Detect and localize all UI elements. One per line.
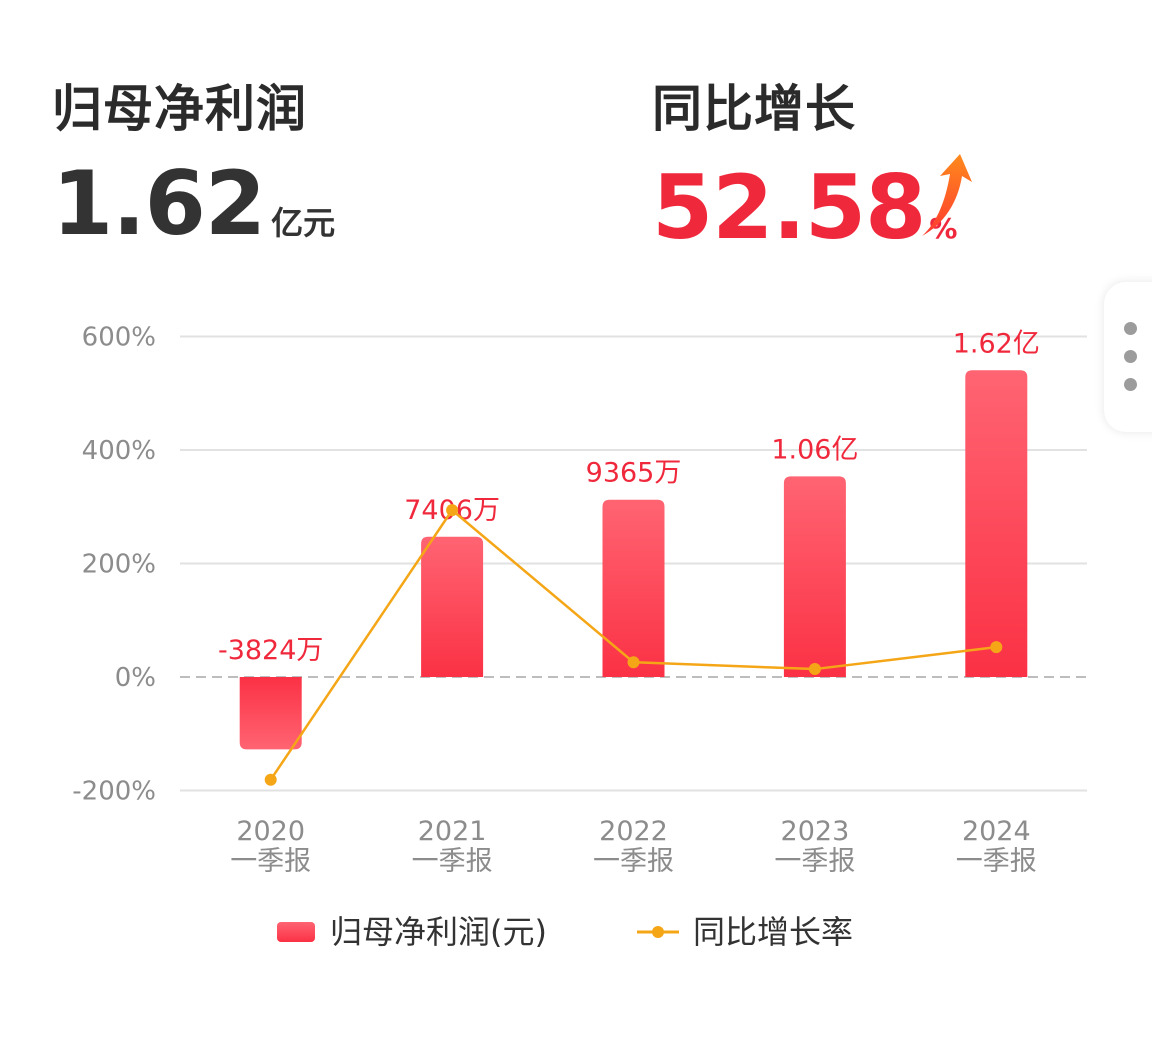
profit-title: 归母净利润 [52, 80, 307, 138]
more-options-handle[interactable] [1104, 282, 1152, 432]
growth-point [808, 663, 821, 676]
growth-summary: 同比增长 52.58% [652, 80, 972, 252]
bar-value-label: -3824万 [218, 635, 323, 666]
x-tick-label: 一季报 [774, 846, 855, 877]
bar-value-label: 1.06亿 [771, 434, 858, 465]
growth-point [627, 656, 640, 669]
dot-icon [1124, 378, 1137, 391]
bar-value-label: 1.62亿 [953, 328, 1040, 359]
x-tick-label: 一季报 [593, 846, 674, 877]
x-tick-label: 一季报 [412, 846, 493, 877]
legend-line-swatch [652, 926, 664, 938]
x-tick-label: 2020 [236, 816, 305, 847]
bar [965, 370, 1028, 677]
x-tick-label: 一季报 [956, 846, 1037, 877]
legend-entry: 归母净利润(元) [330, 913, 547, 951]
trend-up-arrow-icon [922, 154, 972, 236]
y-tick-label: 0% [115, 663, 156, 693]
y-tick-label: -200% [72, 777, 156, 807]
growth-title: 同比增长 [652, 80, 856, 138]
dot-icon [1124, 350, 1137, 363]
x-tick-label: 一季报 [230, 846, 311, 877]
growth-point [446, 504, 459, 517]
x-tick-label: 2021 [418, 816, 487, 847]
x-tick-label: 2024 [962, 816, 1031, 847]
bar [602, 499, 665, 677]
y-tick-label: 600% [82, 323, 156, 353]
growth-point [264, 773, 277, 786]
profit-value: 1.62 [52, 152, 266, 255]
y-tick-label: 200% [82, 550, 156, 580]
dot-icon [1124, 322, 1137, 335]
bar [239, 677, 302, 750]
bar-value-label: 9365万 [586, 458, 682, 489]
bar [783, 476, 846, 677]
y-tick-label: 400% [82, 436, 156, 466]
legend-entry: 同比增长率 [693, 913, 853, 951]
x-tick-label: 2023 [781, 816, 850, 847]
profit-summary: 归母净利润 1.62 亿元 [52, 80, 335, 248]
growth-value-group: 52.58% [652, 164, 957, 252]
growth-point [990, 641, 1003, 654]
bar [421, 536, 484, 677]
profit-value-group: 1.62 亿元 [52, 160, 335, 248]
legend-bar-swatch [277, 922, 315, 942]
growth-value: 52.58 [652, 156, 926, 259]
x-tick-label: 2022 [599, 816, 668, 847]
growth-unit: % [929, 212, 958, 245]
profit-unit: 亿元 [271, 204, 336, 242]
